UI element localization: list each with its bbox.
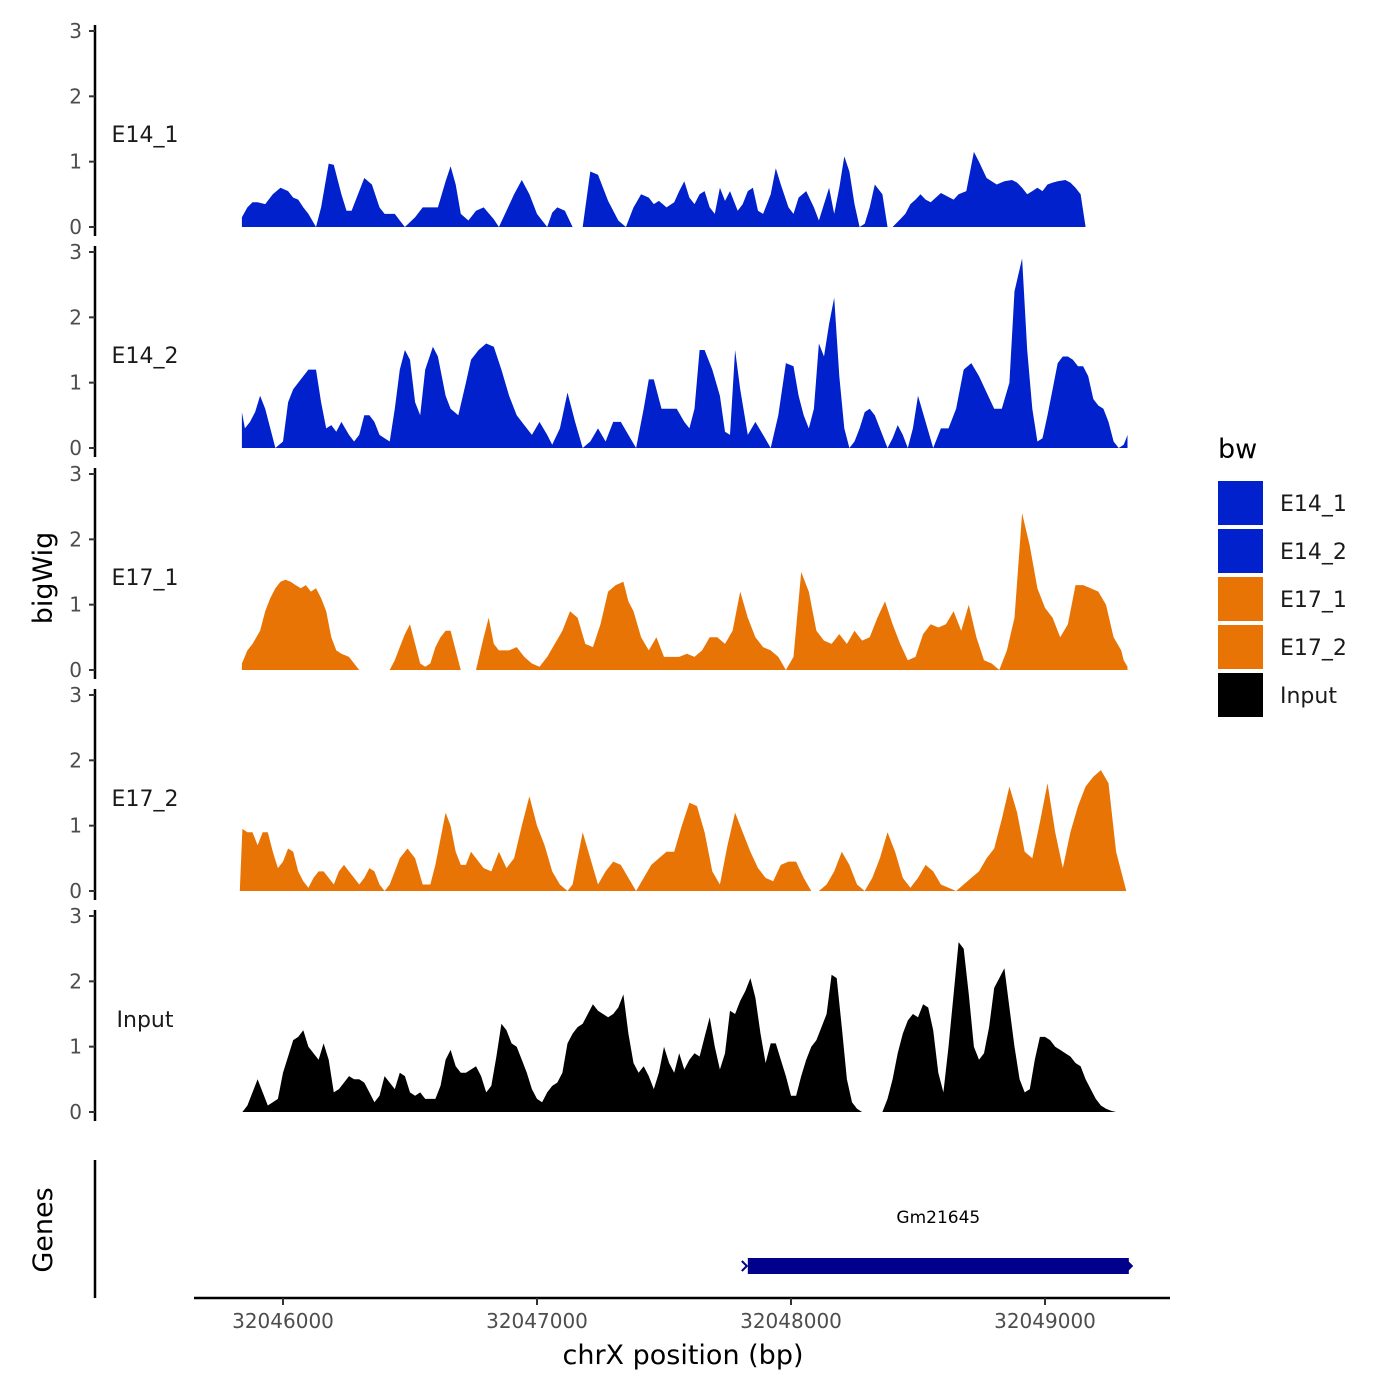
y-tick-label: 3: [69, 19, 82, 43]
y-tick-label: 2: [69, 305, 82, 329]
genes-track: Gm21645: [93, 1160, 1134, 1298]
legend-label: E17_1: [1280, 588, 1347, 613]
y-tick-label: 2: [69, 84, 82, 108]
x-axis-title: chrX position (bp): [562, 1340, 803, 1371]
track-label: E17_1: [112, 566, 179, 591]
track-e14-1: 0 1 2 3 E14_1: [69, 19, 1128, 239]
coverage-area: [239, 770, 1128, 891]
track-label: E17_2: [112, 787, 179, 812]
strand-arrow-icon: [1126, 1260, 1134, 1272]
legend-swatch: [1218, 673, 1263, 717]
legend-item-input: Input: [1218, 673, 1337, 717]
y-tick-label: 1: [69, 593, 82, 617]
y-tick-label: 1: [69, 1035, 82, 1059]
legend-swatch: [1218, 529, 1263, 573]
legend-swatch: [1218, 625, 1263, 669]
y-tick-label: 3: [69, 904, 82, 928]
legend-item-e14-1: E14_1: [1218, 481, 1347, 525]
track-e17-1: 0 1 2 3 E17_1: [69, 462, 1128, 682]
legend-swatch: [1218, 577, 1263, 621]
y-tick-label: 0: [69, 1100, 82, 1124]
genes-axis-title: Genes: [28, 1187, 59, 1272]
legend-title: bw: [1218, 434, 1257, 465]
y-tick-label: 0: [69, 879, 82, 903]
gene-label: Gm21645: [896, 1208, 980, 1228]
coverage-area: [242, 942, 1128, 1112]
track-label: E14_2: [112, 344, 179, 369]
y-tick-label: 2: [69, 969, 82, 993]
legend-item-e14-2: E14_2: [1218, 529, 1347, 573]
legend-swatch: [1218, 481, 1263, 525]
coverage-area: [241, 151, 1128, 227]
legend-label: E17_2: [1280, 636, 1347, 661]
legend: bw E14_1 E14_2 E17_1 E17_2 Input: [1218, 434, 1347, 717]
y-tick-label: 0: [69, 658, 82, 682]
y-tick-label: 0: [69, 436, 82, 460]
y-tick-label: 3: [69, 683, 82, 707]
y-tick-label: 1: [69, 371, 82, 395]
legend-item-e17-2: E17_2: [1218, 625, 1347, 669]
coverage-tracks: 0 1 2 3 E14_1 0 1 2 3 E14_2 0 1 2 3 E17_1 0 1 2 3 E17_2 0 1 2 3…: [69, 19, 1128, 1124]
coverage-area: [241, 258, 1128, 448]
x-tick-label: 32046000: [232, 1309, 334, 1333]
y-tick-label: 3: [69, 462, 82, 486]
x-axis: 32046000 32047000 32048000 32049000: [194, 1296, 1170, 1333]
strand-arrow-icon: [741, 1260, 749, 1272]
legend-label: E14_2: [1280, 540, 1347, 565]
legend-label: Input: [1280, 684, 1337, 709]
x-tick-label: 32047000: [486, 1309, 588, 1333]
track-e17-2: 0 1 2 3 E17_2: [69, 683, 1128, 903]
track-e14-2: 0 1 2 3 E14_2: [69, 240, 1128, 460]
track-label: Input: [117, 1008, 174, 1033]
legend-item-e17-1: E17_1: [1218, 577, 1347, 621]
y-tick-label: 3: [69, 240, 82, 264]
y-tick-label: 1: [69, 150, 82, 174]
y-axis-title: bigWig: [28, 532, 59, 625]
x-tick-label: 32049000: [994, 1309, 1096, 1333]
gene-gm21645: Gm21645: [741, 1208, 1134, 1274]
gene-body: [747, 1258, 1129, 1274]
y-tick-label: 2: [69, 748, 82, 772]
y-tick-label: 2: [69, 527, 82, 551]
track-label: E14_1: [112, 123, 179, 148]
x-tick-label: 32048000: [740, 1309, 842, 1333]
coverage-area: [241, 513, 1128, 670]
y-tick-label: 0: [69, 215, 82, 239]
y-tick-label: 1: [69, 814, 82, 838]
legend-label: E14_1: [1280, 492, 1347, 517]
track-input: 0 1 2 3 Input: [69, 904, 1128, 1124]
